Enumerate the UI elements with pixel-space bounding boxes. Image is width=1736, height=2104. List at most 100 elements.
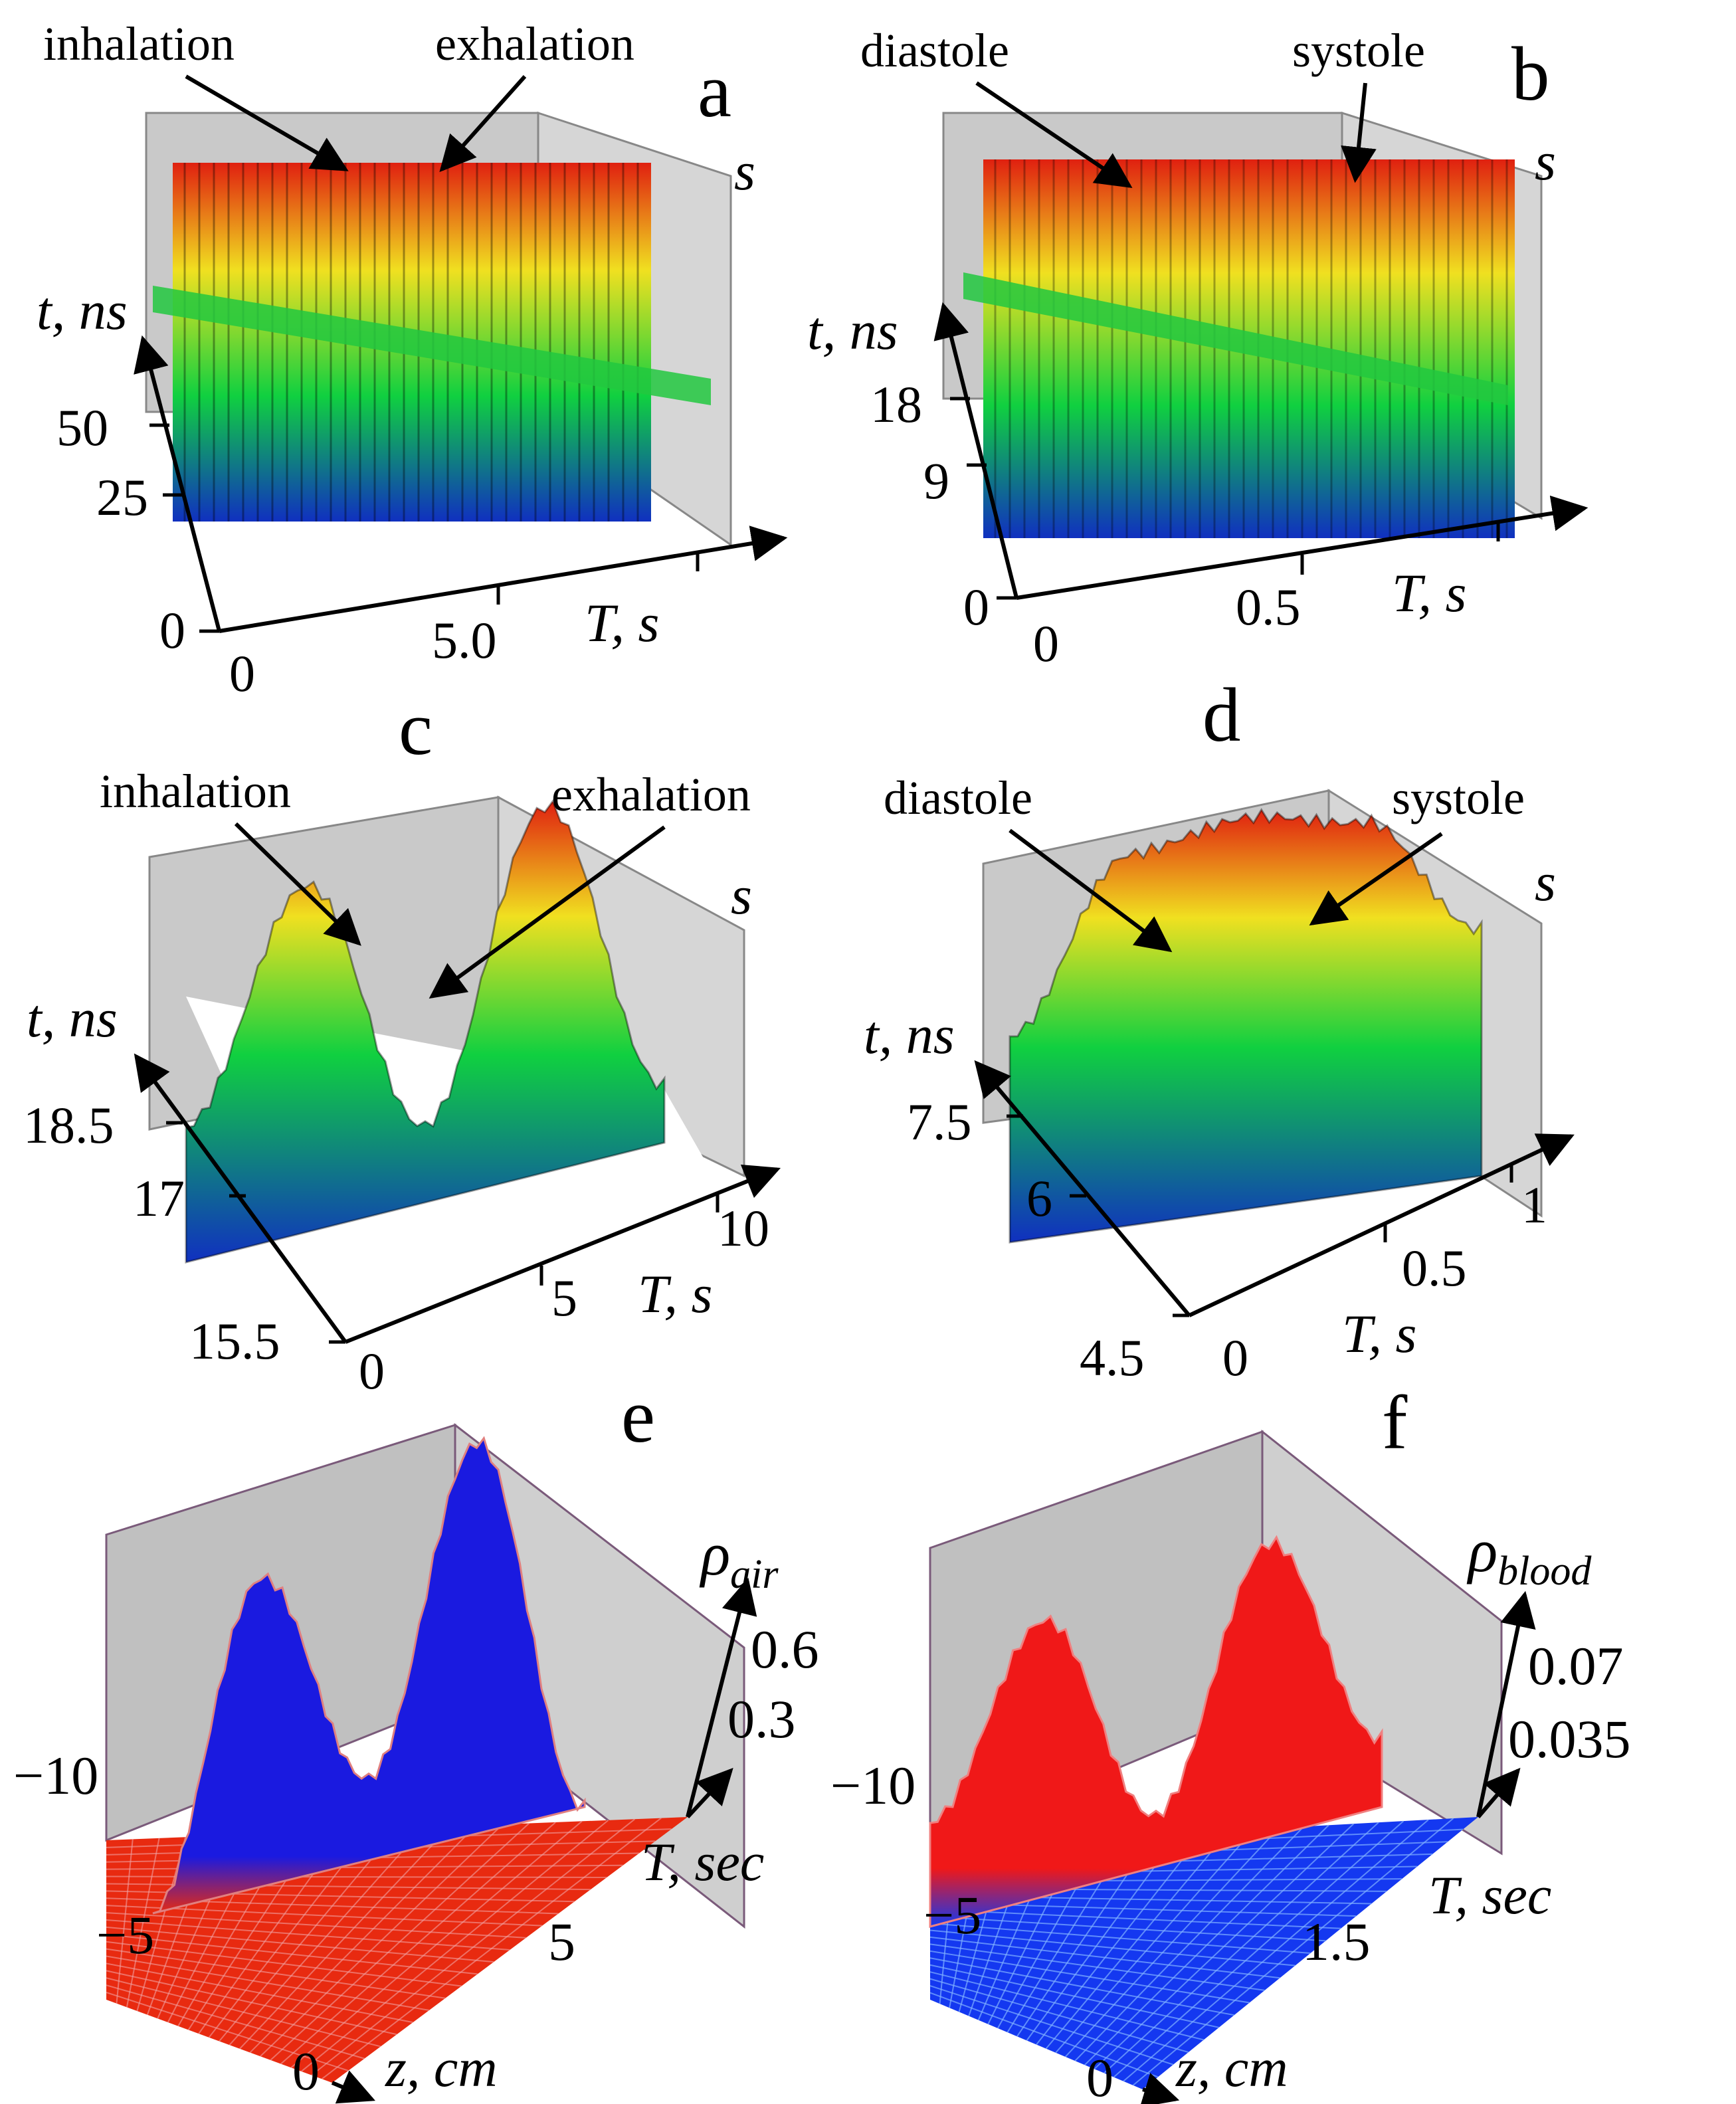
floor-grid-line [311, 1818, 636, 2076]
t-axis [974, 1060, 1191, 1317]
surface [152, 1436, 586, 1915]
floor-grid-line [929, 1957, 1234, 2016]
t-axis-label: t, ns [807, 300, 898, 361]
floor-grid-line [229, 1827, 425, 2046]
T-axis-label: T, s [1392, 563, 1466, 623]
panel-label: e [621, 1374, 655, 1458]
surface-ribs [994, 159, 1508, 538]
z-tick-label: −5 [96, 1905, 154, 1965]
floor-grid-line [1123, 1819, 1429, 2082]
floor-grid-line [1064, 1827, 1280, 2057]
z-tick-label: −10 [830, 1755, 916, 1816]
T-axis-label: T, s [1342, 1303, 1416, 1364]
floor-grid-line [106, 1984, 365, 2059]
T-tick-label: 0 [1033, 615, 1059, 672]
T-tick-label: 10 [718, 1199, 769, 1257]
T-tick-label: 5 [548, 1911, 575, 1972]
T-axis [686, 1768, 733, 1819]
t-tick-label: 25 [96, 468, 148, 526]
panel-label: b [1511, 32, 1550, 116]
T-axis [219, 526, 788, 633]
annotation-inhalation: inhalation [43, 17, 235, 70]
floor-grid-line [260, 1824, 504, 2057]
annotation-arrow [234, 822, 361, 946]
T-tick-label: 0 [229, 644, 255, 702]
floor-grid-line [1104, 1822, 1379, 2074]
rho-axis-label: ρblood [1466, 1517, 1592, 1594]
floor-grid-line [1045, 1830, 1230, 2050]
floor-grid-line [301, 1819, 609, 2072]
floor-grid-line [929, 1929, 1296, 1966]
annotation-arrow [975, 81, 1133, 189]
T-axis-label: T, s [638, 1264, 712, 1324]
rho-tick-label: 0.3 [727, 1689, 796, 1749]
surface [929, 1535, 1383, 1928]
z-axis [331, 2070, 375, 2104]
t-tick-label: 18 [870, 375, 922, 433]
floor-grid-line [290, 1820, 583, 2069]
floor-grid-line [1132, 1818, 1454, 2086]
panel-label: c [399, 686, 433, 771]
T-tick-label: 1 [1521, 1176, 1547, 1234]
t-axis [933, 302, 1018, 599]
t-axis [134, 1053, 347, 1343]
floor-grid-line [106, 1970, 397, 2036]
panel-d: 4.5 6 7.5 0 0.5 1 t, ns T, s s d diastol… [864, 673, 1575, 1387]
panel-c: 15.5 17 18.5 0 5 10 t, ns T, s s c inhal… [23, 686, 781, 1400]
floor-grid-line [929, 1950, 1250, 2004]
z-axis-label: z, cm [385, 2038, 498, 2098]
annotation-arrow [439, 75, 527, 173]
floor-grid-line [1074, 1826, 1305, 2061]
annotation-arrow [429, 825, 666, 999]
floor-grid-line [1084, 1824, 1329, 2065]
annotation-arrow [1009, 828, 1173, 953]
z-tick-label: −5 [923, 1885, 981, 1945]
floor-grid-line [270, 1822, 530, 2061]
floor-grid-line [929, 1964, 1219, 2028]
floor-grid-line [106, 1948, 446, 1999]
s-axis-label: s [731, 865, 752, 925]
s-axis-label: s [1535, 852, 1556, 912]
annotation-arrow [185, 74, 349, 171]
t-axis-label: t, ns [27, 988, 118, 1048]
floor-grid-line [1094, 1823, 1355, 2070]
floor-grid-line [249, 1825, 477, 2054]
annotation-inhalation: inhalation [100, 765, 291, 818]
rho-tick-label: 0.07 [1528, 1636, 1624, 1696]
z-tick-label: −10 [13, 1745, 98, 1806]
annotation-exhalation: exhalation [551, 768, 751, 821]
floor-grid-line [106, 1955, 430, 2011]
t-axis-label: t, ns [37, 280, 128, 341]
rho-tick-label: 0.6 [751, 1619, 819, 1679]
floor-grid-line [106, 1992, 349, 2071]
panel-e: 0.3 0.6 5 0 −5 −10 ρair T, sec z, cm e [13, 1374, 819, 2104]
annotation-arrow [1309, 832, 1443, 926]
T-axis [1188, 1133, 1575, 1317]
panel-label: f [1382, 1381, 1408, 1465]
floor-grid-line [321, 1817, 662, 2080]
t-tick-label: 15.5 [189, 1312, 280, 1370]
rho-tick-label: 0.035 [1508, 1709, 1631, 1769]
z-tick-label: 0 [292, 2041, 320, 2101]
t-tick-label: 9 [923, 452, 949, 510]
panel-b: 0 9 18 0 0.5 t, ns T, s s b diastole sys… [807, 24, 1589, 672]
z-axis [1139, 2073, 1180, 2104]
annotation-systole: systole [1392, 771, 1525, 824]
floor-grid-line [929, 1971, 1205, 2041]
floor-grid-line [929, 1923, 1311, 1954]
t-tick-label: 0 [963, 578, 989, 636]
annotation-exhalation: exhalation [435, 17, 634, 70]
floor-grid-line [280, 1822, 556, 2065]
panel-label: d [1203, 673, 1241, 757]
t-tick-label: 18.5 [23, 1096, 114, 1154]
s-axis-label: s [1535, 131, 1556, 191]
s-axis-label: s [734, 141, 755, 201]
T-axis [1476, 1767, 1521, 1818]
t-tick-label: 7.5 [907, 1093, 972, 1151]
annotation-systole: systole [1292, 24, 1425, 77]
rho-axis-label: ρair [699, 1520, 779, 1597]
T-axis-label: T, s [585, 593, 659, 653]
floor-grid-line [239, 1826, 450, 2050]
floor-grid-line [106, 1919, 510, 1951]
annotation-diastole: diastole [884, 771, 1032, 824]
